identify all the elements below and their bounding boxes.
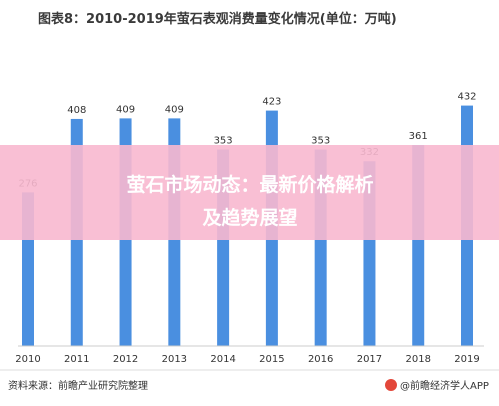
x-tick-2015: 2015: [259, 354, 284, 365]
x-tick-2017: 2017: [357, 354, 382, 365]
x-tick-2012: 2012: [113, 354, 138, 365]
value-label-2013: 409: [165, 104, 184, 115]
x-axis-ticks: 2010 2011 2012 2013 2014 2015 2016 2017 2018 2019: [15, 354, 479, 365]
x-tick-2013: 2013: [162, 354, 187, 365]
title-banner: [0, 145, 499, 240]
value-label-2018: 361: [409, 131, 428, 142]
brand-text: @前瞻经济学人APP: [400, 379, 489, 392]
x-tick-2011: 2011: [64, 354, 89, 365]
value-label-2014: 353: [214, 136, 233, 147]
banner-line-1: 萤石市场动态：最新价格解析: [126, 173, 373, 196]
source-note: 资料来源：前瞻产业研究院整理: [8, 379, 148, 392]
banner-line-2: 及趋势展望: [202, 206, 297, 229]
x-tick-2014: 2014: [210, 354, 235, 365]
chart-title: 图表8：2010-2019年萤石表观消费量变化情况(单位：万吨): [38, 11, 397, 27]
x-tick-2019: 2019: [454, 354, 479, 365]
value-label-2012: 409: [116, 104, 135, 115]
x-tick-2018: 2018: [405, 354, 430, 365]
value-label-2011: 408: [67, 105, 86, 116]
x-tick-2016: 2016: [308, 354, 333, 365]
value-label-2019: 432: [457, 92, 476, 103]
value-label-2016: 353: [311, 136, 330, 147]
value-label-2015: 423: [262, 97, 281, 108]
x-tick-2010: 2010: [15, 354, 40, 365]
brand-icon: [385, 379, 397, 391]
brand-logo: @前瞻经济学人APP: [385, 379, 489, 392]
